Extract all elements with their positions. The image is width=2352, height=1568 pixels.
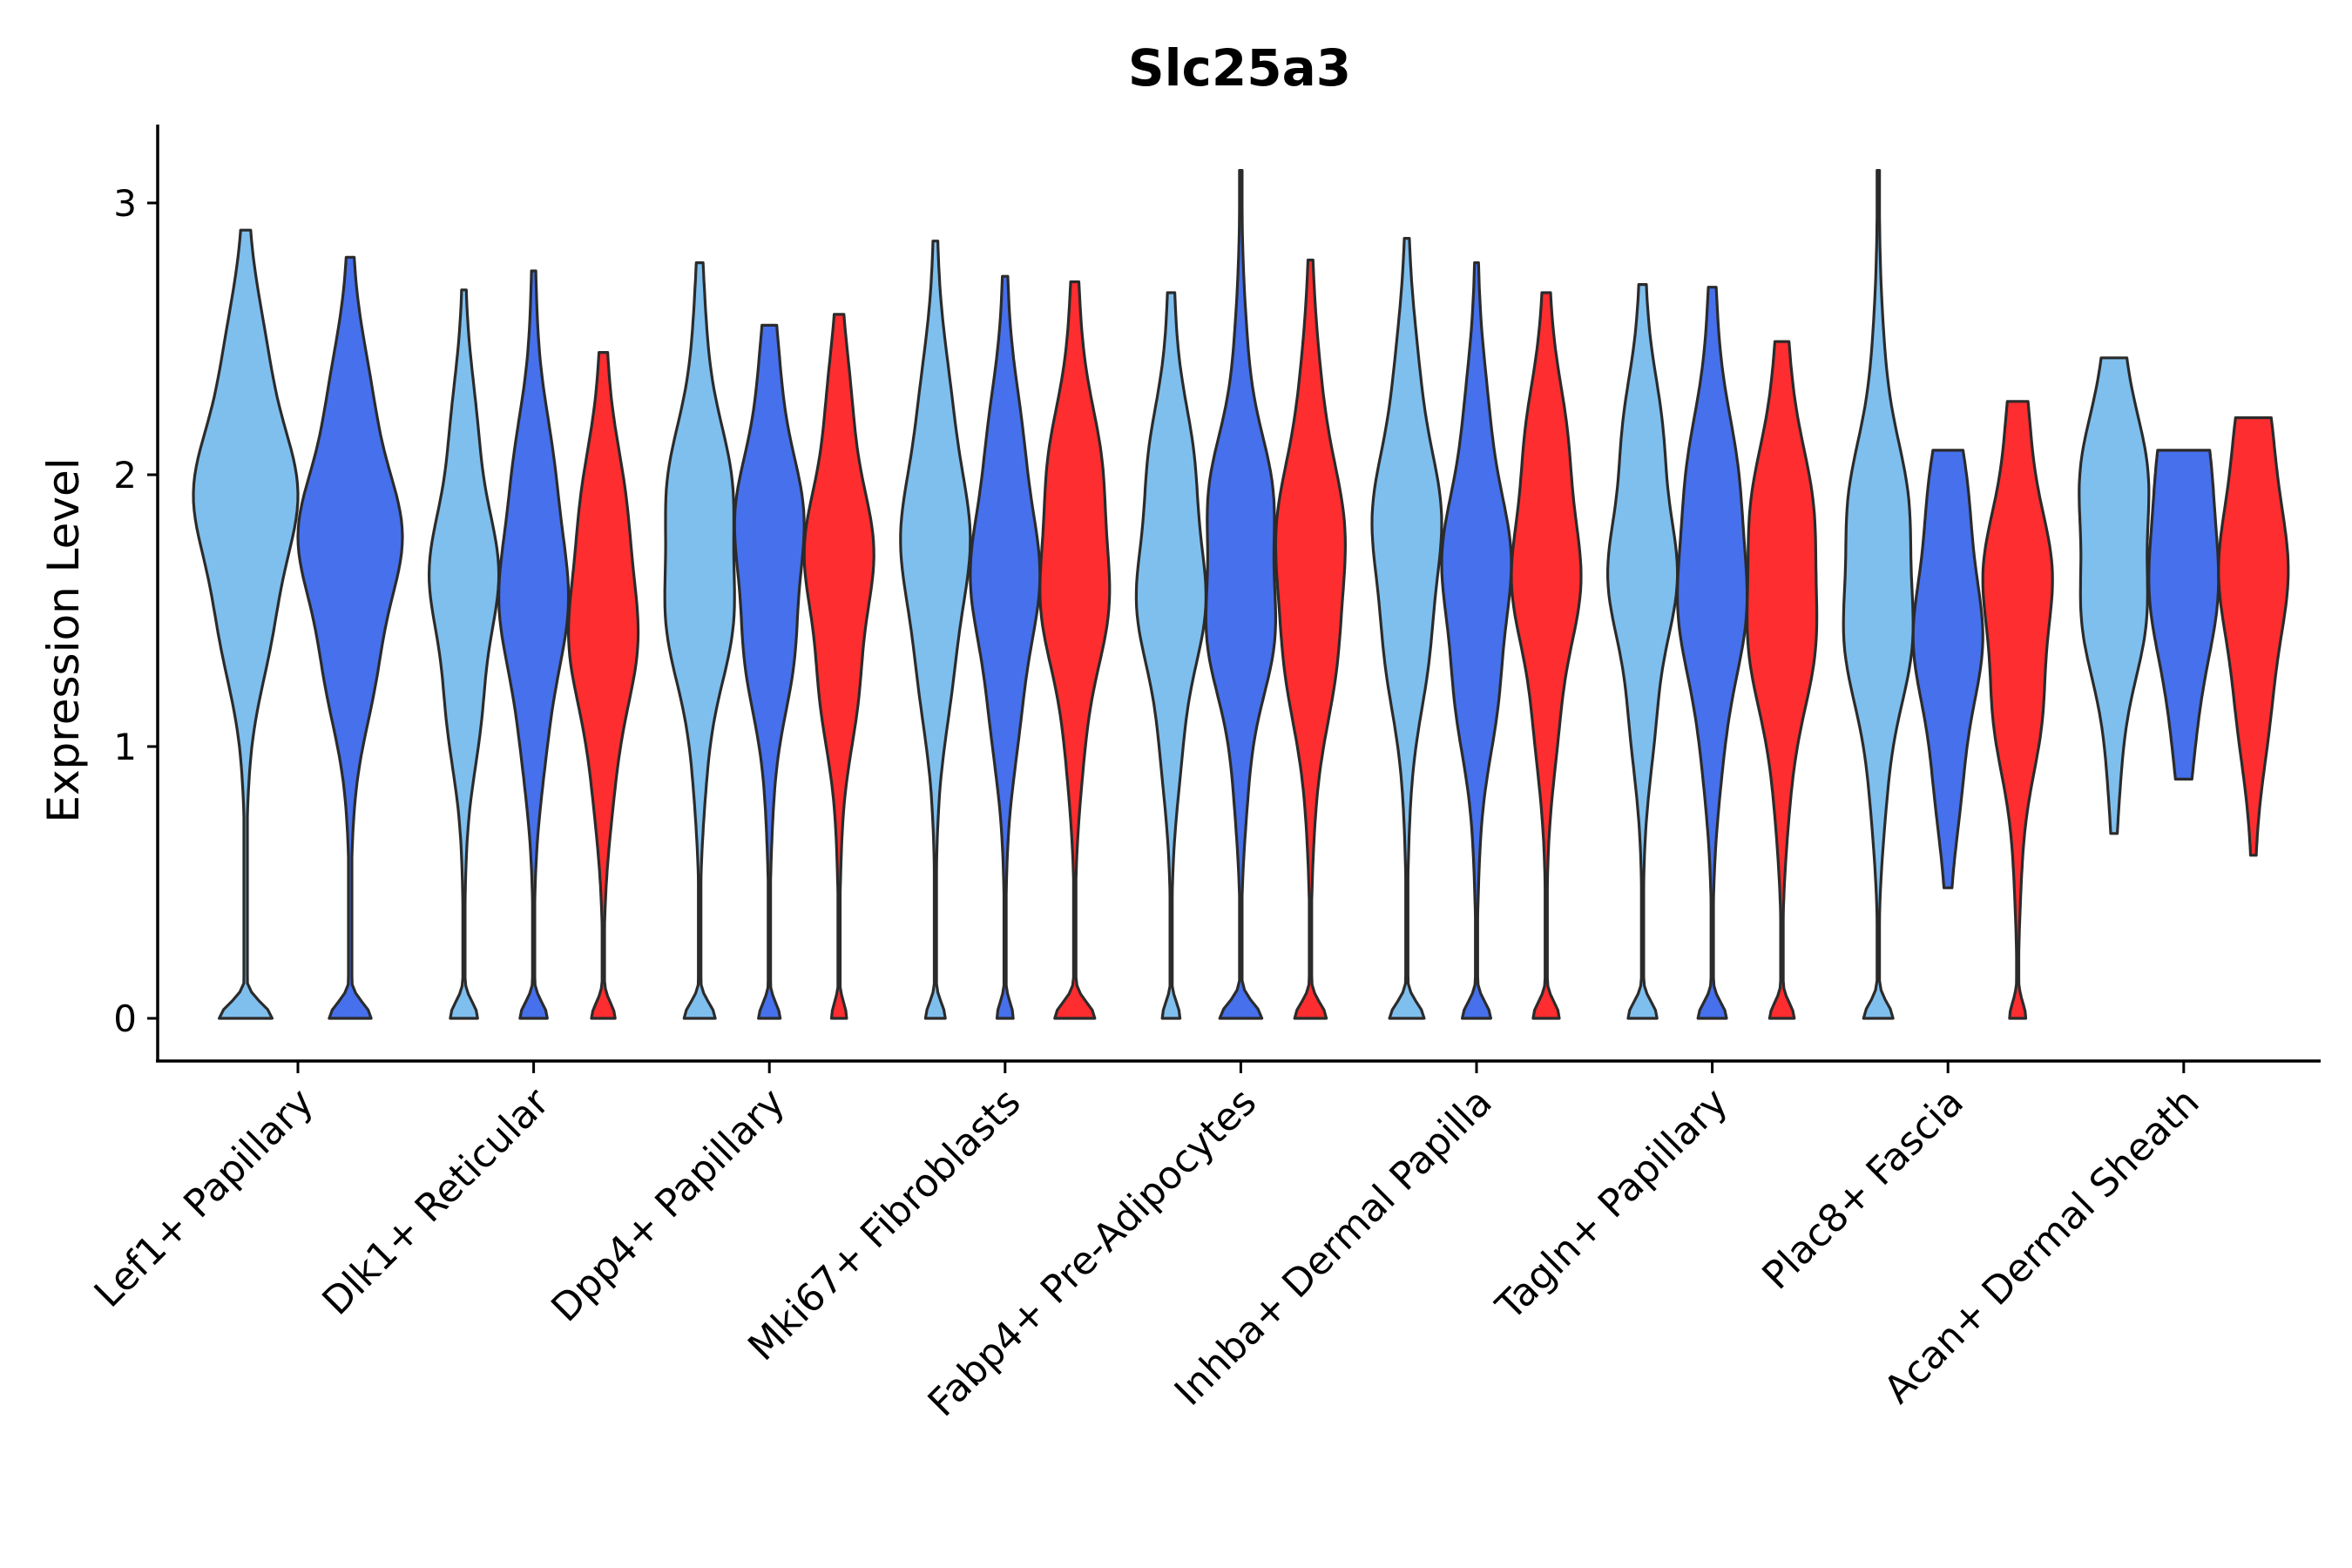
- violin-2-plac8-fascia: [1911, 449, 1984, 889]
- y-tick-label: 1: [113, 726, 137, 768]
- violin-1-dlk1-reticular: [428, 288, 501, 1020]
- y-axis-ticks: 0 1 2 3: [113, 182, 158, 1040]
- x-tick-label: Plac8+ Fascia: [1754, 1080, 1972, 1299]
- violin-1-dpp4-papillary: [663, 261, 736, 1020]
- y-axis-label: Expression Level: [38, 457, 89, 822]
- violin-2-tagln-papillary: [1676, 286, 1749, 1020]
- x-tick-label: Dpp4+ Papillary: [543, 1080, 794, 1331]
- violin-3-mki67-fibroblasts: [1038, 280, 1112, 1020]
- x-tick-label: Dlk1+ Reticular: [314, 1079, 558, 1324]
- violin-3-acan-dermal-sheath: [2217, 416, 2290, 857]
- x-tick-label: Tagln+ Papillary: [1487, 1080, 1736, 1329]
- y-tick-label: 3: [113, 182, 137, 225]
- violin-1-plac8-fascia: [1842, 169, 1915, 1020]
- violin-1-lef1-papillary: [192, 228, 300, 1020]
- violin-2-fabp4-pre-adipocytes: [1204, 169, 1277, 1020]
- violin-3-dpp4-papillary: [802, 313, 875, 1020]
- violin-2-mki67-fibroblasts: [969, 274, 1042, 1020]
- y-tick-label: 0: [113, 997, 137, 1040]
- violin-2-lef1-papillary: [296, 255, 404, 1020]
- violin-3-dlk1-reticular: [567, 351, 640, 1020]
- violin-2-dpp4-papillary: [733, 323, 806, 1020]
- violin-3-tagln-papillary: [1746, 340, 1819, 1020]
- y-tick-label: 2: [113, 454, 137, 497]
- violin-1-acan-dermal-sheath: [2078, 356, 2151, 835]
- x-tick-label: Lef1+ Papillary: [86, 1080, 322, 1316]
- violin-3-plac8-fascia: [1981, 400, 2054, 1020]
- violin-2-acan-dermal-sheath: [2147, 449, 2220, 781]
- violin-3-fabp4-pre-adipocytes: [1274, 258, 1347, 1020]
- violin-1-tagln-papillary: [1606, 283, 1680, 1020]
- violin-2-inhba-dermal-papilla: [1440, 261, 1513, 1020]
- violin-2-dlk1-reticular: [497, 269, 571, 1020]
- violin-1-fabp4-pre-adipocytes: [1134, 291, 1207, 1020]
- x-tick-label: Mki67+ Fibroblasts: [740, 1080, 1029, 1369]
- chart-title: Slc25a3: [1128, 38, 1351, 98]
- violin-group: [192, 169, 2290, 1020]
- violin-1-mki67-fibroblasts: [899, 240, 972, 1020]
- violin-1-inhba-dermal-papilla: [1370, 237, 1443, 1020]
- violin-3-inhba-dermal-papilla: [1510, 291, 1583, 1020]
